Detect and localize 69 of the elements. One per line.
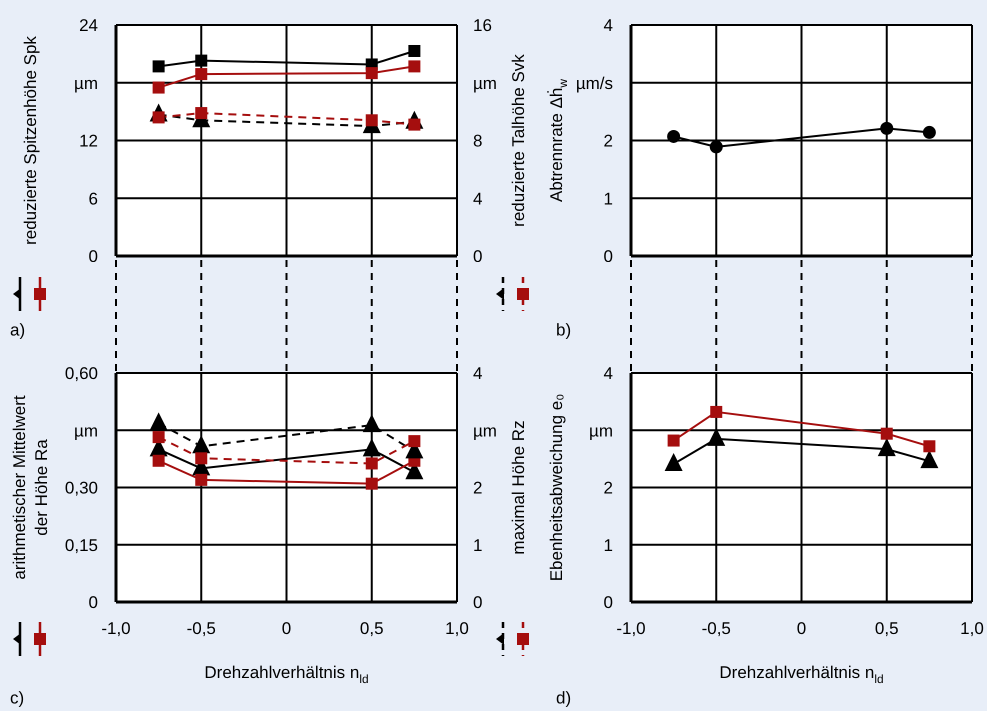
point — [366, 457, 378, 470]
y-tick-label: 4 — [604, 364, 613, 384]
y-axis-title: Ebenheitsabweichung e₀ — [546, 394, 566, 582]
point — [192, 435, 210, 454]
y-tick-label: 2 — [604, 478, 613, 498]
text: a) — [10, 320, 26, 340]
y-tick-label: 0 — [604, 247, 613, 266]
y-tick-label: µm — [74, 74, 98, 93]
x-axis-title: Drehzahlverhältnis n$_{ld}$ — [204, 662, 369, 686]
y-tick-label: 0 — [88, 247, 98, 266]
x-tick-label: -1,0 — [616, 619, 646, 638]
y2-tick-label: 0 — [473, 593, 482, 612]
x-tick-label: -0,5 — [702, 619, 731, 638]
y-tick-label: µm/s — [576, 74, 613, 93]
point — [152, 82, 165, 94]
x-tick-label: 0 — [282, 619, 292, 638]
point — [362, 414, 381, 432]
text: c) — [10, 688, 24, 708]
y-tick-label: 6 — [88, 189, 98, 208]
point — [408, 60, 420, 72]
point — [152, 431, 165, 444]
point — [667, 130, 680, 143]
x-tick-label: -1,0 — [101, 619, 131, 638]
text: b) — [556, 320, 572, 340]
x-tick-label: 1,0 — [960, 619, 984, 638]
y-tick-label: µm — [589, 421, 613, 440]
y2-tick-label: 1 — [473, 536, 482, 555]
x-tick-label: 0,5 — [360, 619, 384, 638]
y-tick-label: 12 — [79, 132, 98, 151]
point — [152, 60, 165, 72]
point — [195, 54, 208, 67]
y2-axis-title: maximal Höhe Rz — [508, 420, 528, 555]
y-tick-label: 1 — [604, 536, 613, 555]
y-tick-label: 1 — [604, 189, 613, 208]
x-axis-title: Drehzahlverhältnis n$_{ld}$ — [719, 662, 884, 686]
y2-tick-label: 16 — [473, 16, 492, 36]
y-tick-label: 0,15 — [64, 536, 98, 555]
x-tick-label: 0 — [796, 619, 806, 638]
y2-tick-label: 2 — [473, 478, 482, 498]
y-axis-title: reduzierte Spitzenhöhe Spk — [20, 36, 40, 245]
x-tick-label: -0,5 — [186, 619, 216, 638]
text: d) — [556, 688, 572, 708]
y2-tick-label: 8 — [473, 132, 482, 151]
y2-tick-label: 4 — [473, 189, 482, 208]
x-tick-label: 1,0 — [445, 619, 469, 638]
y-tick-label: 0,30 — [64, 478, 98, 498]
point — [366, 67, 378, 80]
point — [408, 435, 420, 448]
y2-tick-label: 0 — [473, 247, 482, 266]
y2-tick-label: µm — [473, 421, 497, 440]
y-axis-title: arithmetischer Mittelwert der Höhe Ra — [10, 395, 50, 580]
point — [408, 44, 420, 57]
y2-tick-label: µm — [473, 74, 497, 93]
point — [195, 452, 208, 464]
y-tick-label: 0 — [604, 593, 613, 612]
point — [195, 68, 208, 80]
point — [922, 126, 936, 139]
y2-tick-label: 4 — [473, 364, 482, 384]
y-tick-label: 0 — [88, 593, 98, 612]
x-tick-label: 0,5 — [874, 619, 899, 638]
y-tick-label: 4 — [604, 16, 613, 36]
y-tick-label: 0,60 — [64, 364, 98, 384]
point — [710, 140, 723, 154]
y2-axis-title: reduzierte Talhöhe Svk — [508, 54, 528, 227]
point — [880, 122, 894, 135]
y-tick-label: µm — [74, 421, 98, 440]
y-tick-label: 24 — [79, 16, 98, 36]
point — [150, 412, 168, 430]
y-tick-label: 2 — [604, 132, 613, 151]
